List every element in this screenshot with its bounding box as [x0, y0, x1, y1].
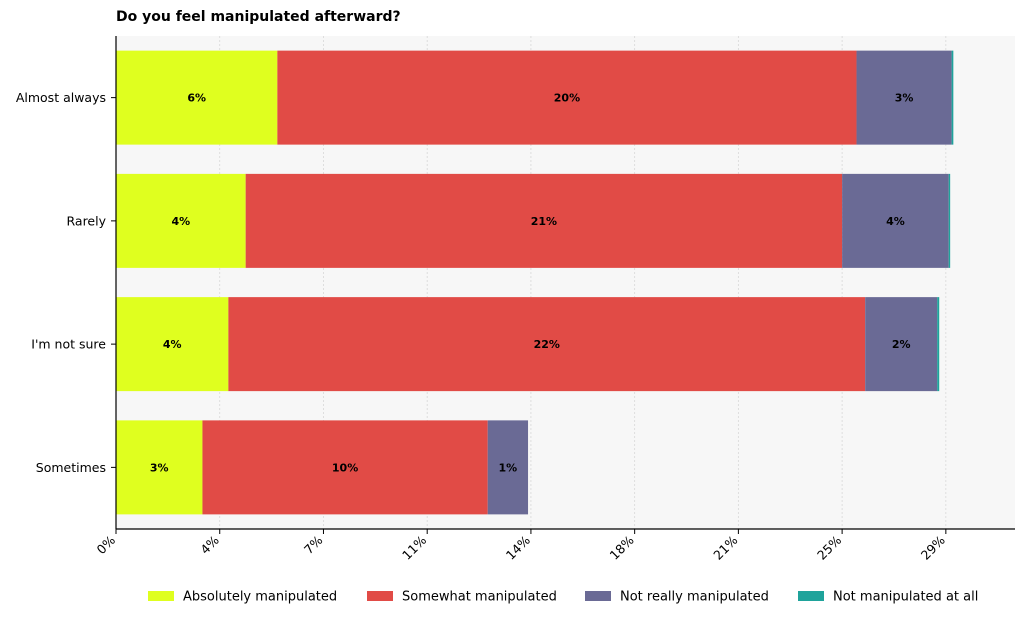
bar-value-label: 2% — [892, 338, 911, 351]
bar-value-label: 22% — [534, 338, 560, 351]
legend-swatch — [585, 591, 611, 601]
legend: Absolutely manipulated Somewhat manipulat… — [148, 590, 978, 605]
bar-value-label: 6% — [187, 92, 206, 105]
bar-segment — [856, 50, 952, 145]
bar-segment — [116, 173, 246, 268]
bar-segment — [842, 173, 949, 268]
legend-swatch — [367, 591, 393, 601]
bar-segment — [487, 420, 529, 515]
bar-value-label: 21% — [531, 215, 557, 228]
bar-segment — [245, 173, 843, 268]
x-tick-label: 7% — [301, 532, 326, 557]
bar-value-label: 4% — [163, 338, 182, 351]
x-tick-label: 18% — [607, 532, 637, 562]
bar-segment — [116, 50, 278, 145]
bar-labels: 6% 20% 3% 4% 21% 4% 4% 22% 2% 3% 10% 1% — [150, 92, 914, 475]
chart-title: Do you feel manipulated afterward? — [116, 9, 401, 25]
bar-value-label: 4% — [886, 215, 905, 228]
legend-swatch — [148, 591, 174, 601]
bar-value-label: 20% — [554, 92, 580, 105]
y-tick-label: Rarely — [67, 213, 107, 228]
bar-segment — [116, 420, 203, 515]
bar-segment — [948, 173, 951, 268]
x-axis-ticks: 0% 4% 7% 11% 14% 18% 21% 25% 29% — [93, 529, 948, 563]
bar-segment — [937, 297, 940, 392]
legend-label: Not manipulated at all — [833, 590, 978, 605]
legend-label: Absolutely manipulated — [183, 590, 337, 605]
x-tick-label: 4% — [197, 532, 222, 557]
x-tick-label: 25% — [814, 532, 844, 562]
bar-segment — [202, 420, 488, 515]
bar-segment — [228, 297, 866, 392]
bar-segment — [865, 297, 938, 392]
bar-segment — [277, 50, 857, 145]
x-tick-label: 14% — [503, 532, 533, 562]
y-tick-label: Sometimes — [36, 460, 106, 475]
bar-segment — [116, 297, 229, 392]
bar-value-label: 3% — [895, 92, 914, 105]
y-tick-label: I'm not sure — [31, 337, 106, 352]
x-tick-label: 11% — [399, 532, 429, 562]
bar-value-label: 3% — [150, 461, 169, 474]
bar-value-label: 1% — [499, 461, 518, 474]
bar-value-label: 10% — [332, 461, 358, 474]
legend-swatch — [798, 591, 824, 601]
legend-label: Not really manipulated — [620, 590, 769, 605]
y-axis-ticks: Almost always Rarely I'm not sure Sometimes — [16, 90, 116, 475]
bars — [116, 50, 954, 515]
bar-segment — [951, 50, 954, 145]
y-tick-label: Almost always — [16, 90, 106, 105]
x-tick-label: 21% — [710, 532, 740, 562]
bar-value-label: 4% — [171, 215, 190, 228]
x-tick-label: 0% — [93, 532, 118, 557]
x-tick-label: 29% — [918, 532, 948, 562]
legend-label: Somewhat manipulated — [402, 590, 557, 605]
